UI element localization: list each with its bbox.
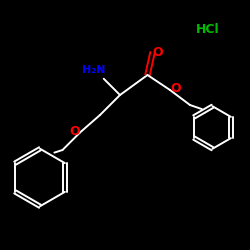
Text: O: O <box>153 46 163 59</box>
Text: O: O <box>170 82 181 95</box>
Text: H₂N: H₂N <box>82 65 106 75</box>
Text: O: O <box>69 125 80 138</box>
Text: HCl: HCl <box>196 24 219 36</box>
